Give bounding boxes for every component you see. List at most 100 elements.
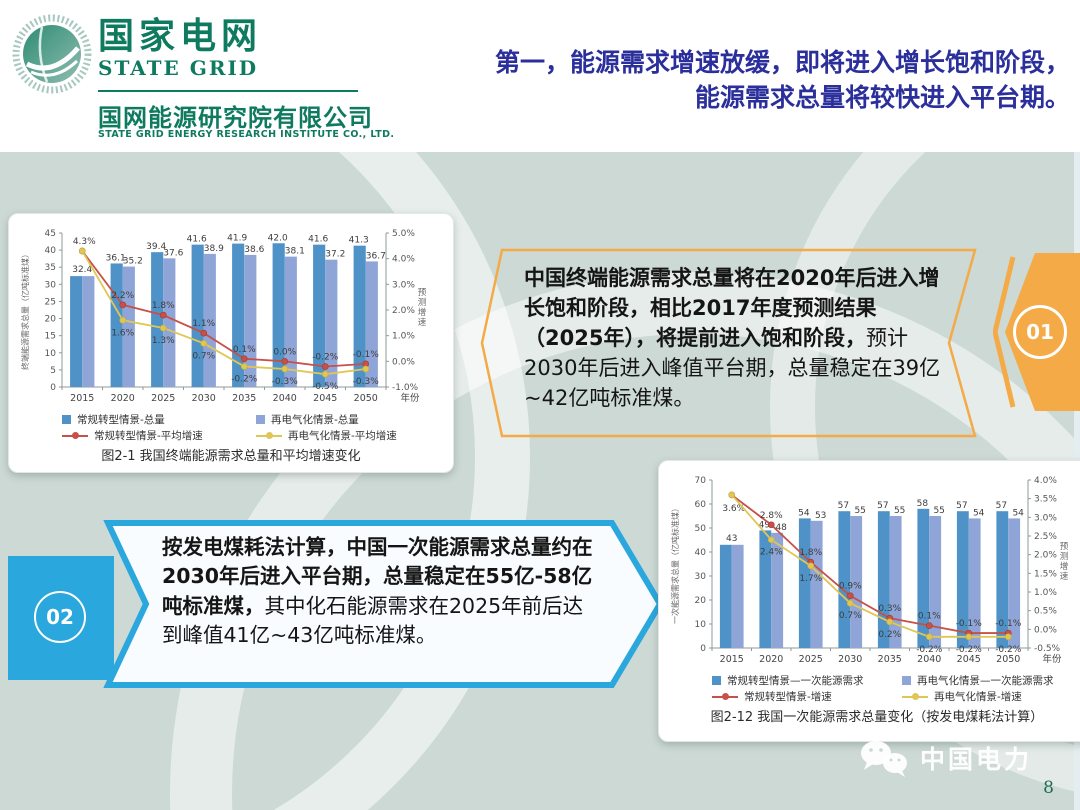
svg-text:-0.2%: -0.2% xyxy=(231,374,258,384)
svg-text:4.0%: 4.0% xyxy=(392,255,415,265)
svg-text:2045: 2045 xyxy=(313,393,337,404)
svg-text:0.0%: 0.0% xyxy=(273,347,296,357)
svg-text:20: 20 xyxy=(695,596,707,606)
legend-item: 再电气化情景-增速 xyxy=(902,689,1080,704)
svg-text:-0.1%: -0.1% xyxy=(956,619,983,629)
svg-text:41.6: 41.6 xyxy=(187,235,207,245)
legend-line-marker xyxy=(902,693,928,700)
svg-text:38.1: 38.1 xyxy=(285,247,305,257)
svg-text:41.6: 41.6 xyxy=(308,235,328,245)
legend-label: 常规转型情景-总量 xyxy=(77,414,165,426)
logo-cn-name: 国家电网 xyxy=(98,16,263,57)
svg-text:3.0%: 3.0% xyxy=(392,280,415,290)
svg-text:-0.3%: -0.3% xyxy=(353,377,380,387)
svg-text:2020: 2020 xyxy=(759,654,783,665)
callout-01-text: 中国终端能源需求总量将在2020年后进入增长饱和阶段，相比2017年度预测结果（… xyxy=(478,243,983,413)
svg-text:-0.2%: -0.2% xyxy=(956,645,983,655)
svg-text:32.4: 32.4 xyxy=(72,265,92,275)
callout-02-text-bold: 按发电煤耗法计算，中国一次能源需求总量约在2030年后进入平台期，总量稳定在55… xyxy=(162,535,593,618)
svg-text:1.7%: 1.7% xyxy=(799,574,822,584)
svg-text:54: 54 xyxy=(973,508,985,518)
svg-text:54: 54 xyxy=(798,508,810,518)
svg-text:57: 57 xyxy=(838,501,849,511)
legend-square-marker xyxy=(256,415,265,424)
svg-text:-0.1%: -0.1% xyxy=(995,619,1022,629)
logo-en-name: STATE GRID xyxy=(98,55,259,80)
logo-subsidiary-cn: 国网能源研究院有限公司 xyxy=(98,104,373,132)
wechat-watermark: 中国电力 xyxy=(858,738,1032,778)
svg-text:15: 15 xyxy=(45,332,56,342)
callout-02-badge: 02 xyxy=(8,556,114,680)
callout-02-number: 02 xyxy=(34,591,86,643)
svg-text:5: 5 xyxy=(50,366,56,376)
svg-text:2045: 2045 xyxy=(957,654,981,665)
header: 国家电网 STATE GRID 国网能源研究院有限公司 STATE GRID E… xyxy=(0,0,1080,152)
svg-text:54: 54 xyxy=(1012,508,1024,518)
svg-text:2.4%: 2.4% xyxy=(760,548,783,558)
svg-text:48: 48 xyxy=(775,523,787,533)
svg-text:预测增速: 预测增速 xyxy=(418,287,427,328)
callout-02: 按发电煤耗法计算，中国一次能源需求总量约在2030年后进入平台期，总量稳定在55… xyxy=(100,518,665,690)
svg-text:38.6: 38.6 xyxy=(244,245,264,255)
svg-text:20: 20 xyxy=(45,315,57,325)
chart-1-caption: 图2-1 我国终端能源需求总量和平均增速变化 xyxy=(101,449,361,464)
svg-text:0.9%: 0.9% xyxy=(839,582,862,592)
svg-text:一次能源需求总量（亿吨标准煤）: 一次能源需求总量（亿吨标准煤） xyxy=(670,504,680,624)
legend-label: 常规转型情景-增速 xyxy=(744,691,832,703)
legend-square-marker xyxy=(62,415,71,424)
legend-square-marker xyxy=(902,676,911,685)
legend-line-marker xyxy=(62,432,88,439)
svg-text:2035: 2035 xyxy=(232,393,256,404)
svg-text:25: 25 xyxy=(45,297,56,307)
svg-text:37.2: 37.2 xyxy=(325,250,345,260)
legend-label: 再电气化情景-增速 xyxy=(934,691,1022,703)
svg-text:1.0%: 1.0% xyxy=(1034,588,1057,598)
svg-text:-0.2%: -0.2% xyxy=(312,352,339,362)
svg-text:-0.5%: -0.5% xyxy=(312,382,339,392)
legend-item: 再电气化情景-总量 xyxy=(256,412,446,427)
svg-text:42.0: 42.0 xyxy=(268,233,288,243)
svg-text:55: 55 xyxy=(933,506,944,516)
legend-item: 再电气化情景-平均增速 xyxy=(256,428,446,443)
svg-text:预测增速: 预测增速 xyxy=(1060,541,1069,582)
svg-text:30: 30 xyxy=(695,572,707,582)
svg-text:41.3: 41.3 xyxy=(349,236,369,246)
svg-text:2035: 2035 xyxy=(878,654,902,665)
svg-text:0.7%: 0.7% xyxy=(839,611,862,621)
svg-text:40: 40 xyxy=(695,548,707,558)
callout-01-text-bold: 中国终端能源需求总量将在2020年后进入增长饱和阶段，相比2017年度预测结果（… xyxy=(524,266,940,351)
svg-text:2025: 2025 xyxy=(151,393,175,404)
svg-text:3.6%: 3.6% xyxy=(722,504,745,514)
svg-text:4.0%: 4.0% xyxy=(1034,476,1057,486)
svg-text:57: 57 xyxy=(956,501,967,511)
logo-divider xyxy=(98,90,358,92)
svg-text:2.5%: 2.5% xyxy=(1034,532,1057,542)
svg-text:49: 49 xyxy=(759,520,771,530)
chart-svg: 010203040506070-0.5%0.0%0.5%1.0%1.5%2.0%… xyxy=(670,476,1069,665)
legend-square-marker xyxy=(712,676,721,685)
callout-02-border xyxy=(103,520,664,688)
svg-text:2040: 2040 xyxy=(917,654,941,665)
callout-01-text-normal: 预计2030年后进入峰值平台期，总量稳定在39亿~42亿吨标准煤。 xyxy=(524,326,941,411)
svg-text:35: 35 xyxy=(45,263,56,273)
svg-text:2030: 2030 xyxy=(838,654,862,665)
svg-text:2.0%: 2.0% xyxy=(1034,551,1057,561)
svg-text:35.2: 35.2 xyxy=(123,257,143,267)
svg-text:40: 40 xyxy=(45,246,57,256)
svg-text:2015: 2015 xyxy=(70,393,94,404)
svg-text:2015: 2015 xyxy=(720,654,744,665)
svg-text:0.2%: 0.2% xyxy=(878,630,901,640)
svg-text:0.1%: 0.1% xyxy=(233,345,256,355)
svg-text:4.3%: 4.3% xyxy=(73,237,96,247)
legend-item: 常规转型情景-平均增速 xyxy=(62,428,252,443)
svg-text:36.1: 36.1 xyxy=(106,253,126,263)
svg-text:1.8%: 1.8% xyxy=(799,548,822,558)
svg-text:10: 10 xyxy=(45,349,57,359)
svg-text:58: 58 xyxy=(917,499,929,509)
legend-label: 再电气化情景-总量 xyxy=(271,414,359,426)
svg-text:2.2%: 2.2% xyxy=(111,291,134,301)
wechat-icon xyxy=(860,741,907,777)
svg-text:年份: 年份 xyxy=(400,392,420,404)
svg-text:5.0%: 5.0% xyxy=(392,229,415,239)
